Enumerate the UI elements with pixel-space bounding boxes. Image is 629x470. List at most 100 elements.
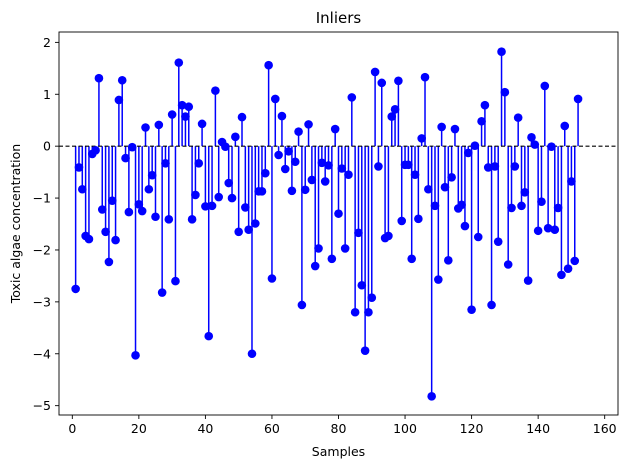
x-tick-label: 20 bbox=[131, 421, 147, 436]
y-tick-label: 2 bbox=[43, 35, 51, 50]
data-point bbox=[117, 75, 127, 85]
data-point bbox=[74, 163, 84, 172]
data-point bbox=[427, 392, 436, 401]
axes: 0 20 40 60 80 100 120 140 160 −5 −4 −3 −2 −1 0 1 2 bbox=[33, 31, 619, 436]
data-point bbox=[84, 234, 94, 244]
data-point bbox=[520, 188, 530, 197]
data-point bbox=[463, 148, 473, 158]
data-point bbox=[247, 349, 257, 359]
data-point bbox=[317, 158, 327, 168]
data-point bbox=[507, 203, 516, 213]
data-point bbox=[310, 261, 320, 271]
x-tick-label: 120 bbox=[460, 421, 484, 436]
data-point bbox=[527, 133, 536, 142]
data-point bbox=[543, 223, 553, 233]
data-point bbox=[241, 203, 250, 212]
data-point bbox=[201, 202, 210, 211]
data-point bbox=[460, 221, 470, 231]
data-point bbox=[440, 182, 450, 192]
data-point bbox=[304, 120, 313, 129]
data-point bbox=[417, 134, 426, 143]
data-point bbox=[134, 199, 144, 209]
x-tick-label: 80 bbox=[331, 421, 347, 436]
data-point bbox=[141, 123, 150, 132]
data-point bbox=[294, 127, 303, 136]
data-point bbox=[410, 170, 420, 180]
data-point bbox=[483, 163, 493, 172]
data-point bbox=[377, 78, 387, 88]
data-point bbox=[570, 256, 580, 266]
data-point bbox=[374, 162, 383, 171]
data-point bbox=[164, 215, 174, 224]
data-point bbox=[177, 100, 187, 110]
x-tick-label: 100 bbox=[393, 421, 417, 436]
y-tick-label: −1 bbox=[33, 191, 51, 206]
data-point bbox=[314, 244, 323, 253]
data-point bbox=[307, 175, 317, 185]
data-point bbox=[397, 216, 407, 226]
data-point bbox=[340, 244, 350, 253]
data-point bbox=[124, 207, 134, 217]
data-point bbox=[437, 122, 446, 132]
data-point bbox=[91, 146, 100, 155]
data-point bbox=[523, 276, 533, 285]
data-point bbox=[450, 124, 460, 134]
data-point bbox=[221, 142, 230, 151]
data-point bbox=[121, 153, 130, 163]
data-point bbox=[387, 112, 397, 121]
data-point bbox=[231, 132, 240, 142]
data-point bbox=[207, 201, 217, 211]
data-point bbox=[187, 215, 197, 224]
data-point bbox=[251, 219, 260, 228]
data-point bbox=[104, 257, 114, 267]
data-point bbox=[330, 124, 340, 134]
x-tick-label: 40 bbox=[197, 421, 213, 436]
data-point bbox=[563, 264, 573, 273]
data-point bbox=[287, 186, 297, 196]
data-point bbox=[384, 231, 393, 241]
data-point bbox=[537, 197, 546, 207]
data-point bbox=[540, 81, 550, 91]
y-tick-label: −4 bbox=[33, 346, 51, 361]
data-point bbox=[420, 72, 430, 82]
data-point bbox=[151, 212, 160, 222]
data-point bbox=[434, 275, 443, 284]
data-point bbox=[260, 168, 270, 178]
data-point bbox=[487, 300, 496, 310]
data-point bbox=[137, 206, 147, 216]
data-point bbox=[184, 102, 194, 112]
y-tick-label: 1 bbox=[43, 87, 51, 102]
data-point bbox=[267, 274, 277, 283]
data-point bbox=[394, 76, 403, 86]
data-point bbox=[530, 140, 540, 149]
data-point bbox=[214, 192, 224, 202]
data-point bbox=[550, 225, 560, 235]
data-point bbox=[497, 47, 506, 57]
data-point bbox=[144, 184, 154, 194]
data-point bbox=[257, 187, 267, 196]
x-axis-title: Samples bbox=[312, 444, 365, 459]
y-tick-label: −2 bbox=[33, 242, 51, 257]
data-point bbox=[337, 164, 347, 173]
data-point bbox=[327, 254, 337, 264]
data-point bbox=[467, 305, 476, 314]
data-point bbox=[533, 226, 543, 236]
data-point bbox=[557, 270, 566, 280]
data-point bbox=[320, 177, 330, 186]
data-point bbox=[447, 173, 456, 182]
data-point bbox=[513, 113, 523, 122]
data-point bbox=[547, 142, 556, 151]
y-tick-label: 0 bbox=[43, 139, 51, 154]
data-point bbox=[354, 228, 363, 238]
data-point bbox=[181, 112, 190, 121]
data-point bbox=[211, 86, 220, 95]
data-point bbox=[171, 276, 180, 286]
data-point bbox=[364, 307, 373, 317]
data-point bbox=[167, 110, 177, 119]
data-point bbox=[407, 254, 417, 264]
data-point bbox=[107, 196, 117, 205]
x-tick-label: 60 bbox=[264, 421, 280, 436]
data-point bbox=[424, 184, 433, 194]
data-point bbox=[280, 164, 290, 174]
